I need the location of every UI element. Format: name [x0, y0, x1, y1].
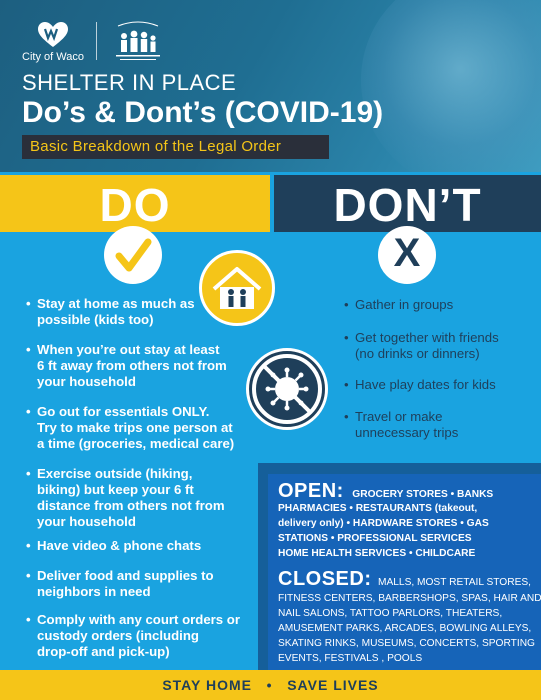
dont-heading-bar [274, 175, 541, 232]
dont-item: • Travel or make unnecessary trips [344, 409, 459, 440]
open-list-text: GROCERY STORES • BANKS [352, 489, 494, 500]
open-line-4: STATIONS • PROFESSIONAL SERVICES [278, 533, 472, 544]
closed-line-6: EVENTS, FESTIVALS , POOLS [278, 653, 423, 664]
open-line-3: delivery only) • HARDWARE STORES • GAS [278, 518, 489, 529]
do-item: • Have video & phone chats [26, 538, 202, 553]
closed-line-1: CLOSED: MALLS, MOST RETAIL STORES, [278, 568, 531, 591]
open-line-1: OPEN: GROCERY STORES • BANKS [278, 480, 493, 503]
health-district-seal-icon [116, 21, 160, 60]
coronavirus-background-image [361, 0, 541, 172]
do-heading-bar [0, 175, 270, 232]
dont-item: • Get together with friends (no drinks o… [344, 330, 499, 361]
closed-line-5: SKATING RINKS, MUSEUMS, CONCERTS, SPORTI… [278, 638, 535, 649]
logo-divider [96, 22, 97, 60]
no-coronavirus-icon [246, 348, 328, 430]
title-dos-and-donts: Do’s & Dont’s (COVID-19) [22, 96, 384, 129]
footer-bar [0, 670, 541, 700]
do-item: • Stay at home as much as possible (kids… [26, 296, 195, 327]
city-of-waco-label: City of Waco [22, 51, 84, 63]
subtitle-box: Basic Breakdown of the Legal Order [22, 135, 329, 159]
city-of-waco-logo: City of Waco [22, 22, 84, 66]
checkmark-icon [104, 226, 162, 284]
closed-line-4: AMUSEMENT PARKS, ARCADES, BOWLING ALLEYS… [278, 623, 532, 634]
do-item: • Deliver food and supplies to neighbors… [26, 568, 214, 599]
subtitle-text: Basic Breakdown of the Legal Order [30, 138, 282, 155]
dont-item: • Gather in groups [344, 297, 454, 312]
closed-line-2: FITNESS CENTERS, BARBERSHOPS, SPAS, HAIR… [278, 593, 541, 604]
x-mark-glyph: X [393, 231, 421, 275]
open-line-5: HOME HEALTH SERVICES • CHILDCARE [278, 548, 476, 559]
do-heading: DO [99, 179, 171, 231]
open-label: OPEN: [278, 480, 344, 502]
closed-label: CLOSED: [278, 568, 372, 590]
header-banner: City of Waco SHELTER IN PLACE Do’s & Don… [0, 0, 541, 172]
do-item: • Exercise outside (hiking, biking) but … [26, 466, 225, 529]
x-mark-icon: X [378, 226, 436, 284]
house-family-icon [199, 250, 275, 326]
footer-slogan: STAY HOME • SAVE LIVES [162, 677, 379, 693]
dont-heading: DON’T [333, 179, 482, 231]
closed-line-3: NAIL SALONS, TATTOO PARLORS, THEATERS, [278, 608, 503, 619]
title-shelter-in-place: SHELTER IN PLACE [22, 70, 237, 95]
waco-heart-icon [38, 22, 68, 47]
closed-list-text: MALLS, MOST RETAIL STORES, [377, 577, 531, 588]
dont-item: • Have play dates for kids [344, 377, 496, 392]
do-item: • Go out for essentials ONLY. Try to mak… [26, 404, 235, 451]
do-item: • Comply with any court orders or custod… [26, 612, 240, 659]
open-line-2: PHARMACIES • RESTAURANTS (takeout, [278, 503, 478, 514]
do-item: • When you’re out stay at least 6 ft awa… [26, 342, 227, 389]
open-closed-panel [268, 474, 541, 670]
